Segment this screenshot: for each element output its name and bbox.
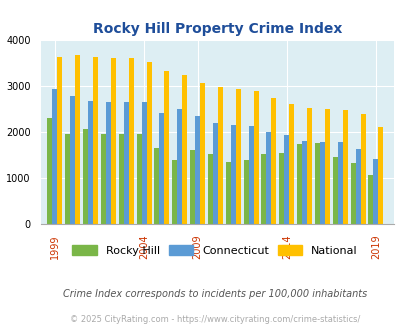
Bar xyxy=(350,163,355,224)
Bar xyxy=(88,101,93,224)
Bar xyxy=(337,142,342,224)
Bar xyxy=(118,134,124,224)
Bar xyxy=(75,55,80,224)
Bar xyxy=(368,176,373,224)
Bar xyxy=(217,87,222,224)
Legend: Rocky Hill, Connecticut, National: Rocky Hill, Connecticut, National xyxy=(68,240,361,260)
Bar xyxy=(324,109,329,224)
Bar xyxy=(172,160,177,224)
Bar xyxy=(159,113,164,224)
Bar xyxy=(355,148,360,224)
Bar xyxy=(65,134,70,224)
Bar xyxy=(164,72,169,224)
Bar xyxy=(289,104,294,224)
Bar xyxy=(212,123,217,224)
Text: Crime Index corresponds to incidents per 100,000 inhabitants: Crime Index corresponds to incidents per… xyxy=(63,289,367,299)
Bar xyxy=(301,141,306,224)
Bar xyxy=(154,148,159,224)
Bar xyxy=(111,58,115,224)
Text: © 2025 CityRating.com - https://www.cityrating.com/crime-statistics/: © 2025 CityRating.com - https://www.city… xyxy=(70,315,360,324)
Bar xyxy=(200,83,205,224)
Bar xyxy=(314,143,319,224)
Bar xyxy=(141,102,146,224)
Bar xyxy=(124,102,128,224)
Bar xyxy=(195,116,200,224)
Bar xyxy=(106,102,111,224)
Bar xyxy=(248,126,253,224)
Bar xyxy=(279,153,284,224)
Bar xyxy=(296,144,301,224)
Title: Rocky Hill Property Crime Index: Rocky Hill Property Crime Index xyxy=(92,22,341,36)
Bar xyxy=(332,157,337,224)
Bar xyxy=(230,125,235,224)
Bar xyxy=(70,96,75,224)
Bar xyxy=(136,134,141,224)
Bar xyxy=(319,142,324,224)
Bar xyxy=(57,57,62,224)
Bar xyxy=(225,162,230,224)
Bar xyxy=(83,129,88,224)
Bar xyxy=(266,132,271,224)
Bar xyxy=(146,62,151,224)
Bar xyxy=(207,154,212,224)
Bar xyxy=(261,154,266,224)
Bar xyxy=(47,118,52,224)
Bar xyxy=(243,160,248,224)
Bar xyxy=(253,91,258,224)
Bar xyxy=(235,89,240,224)
Bar xyxy=(177,109,182,224)
Bar xyxy=(52,89,57,224)
Bar xyxy=(360,114,365,224)
Bar xyxy=(373,159,377,224)
Bar xyxy=(101,134,106,224)
Bar xyxy=(377,127,383,224)
Bar xyxy=(93,57,98,224)
Bar xyxy=(182,75,187,224)
Bar xyxy=(271,98,276,224)
Bar xyxy=(306,108,311,224)
Bar xyxy=(128,58,133,224)
Bar xyxy=(190,150,195,224)
Bar xyxy=(342,110,347,224)
Bar xyxy=(284,135,289,224)
